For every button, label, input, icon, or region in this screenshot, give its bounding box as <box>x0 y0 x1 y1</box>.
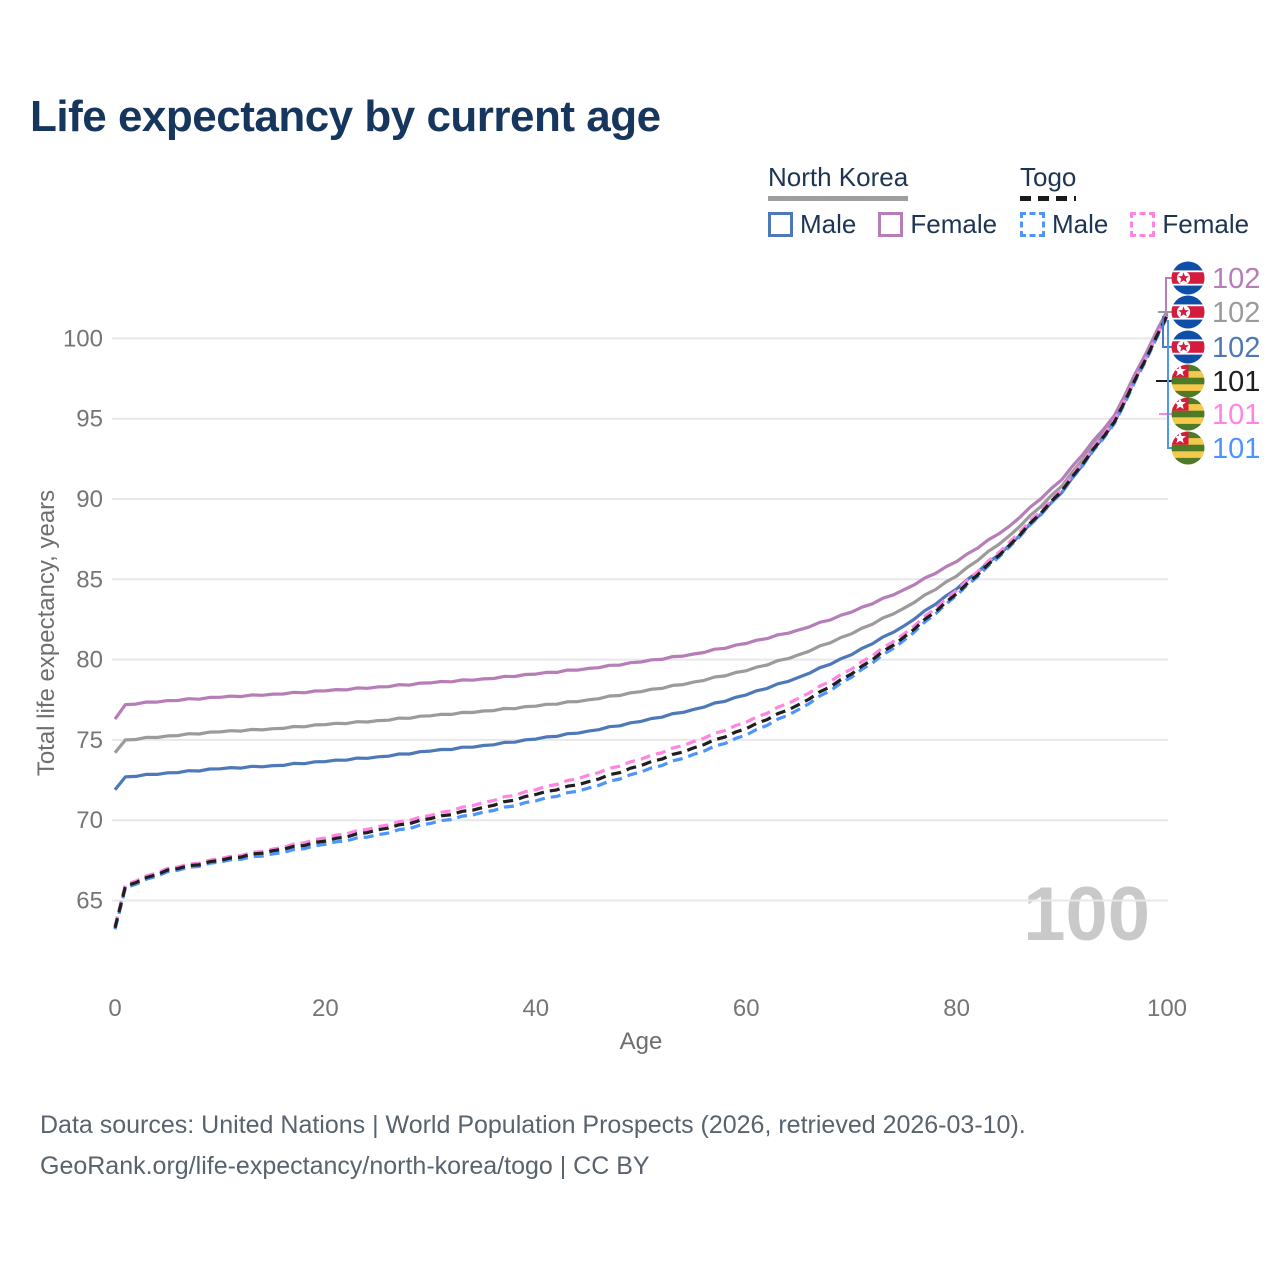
togo-underline <box>1020 196 1077 201</box>
legend-item-label: Female <box>1162 209 1250 239</box>
end-label-value: 102 <box>1212 332 1260 364</box>
series-line-nk-female <box>113 310 1169 720</box>
series-line-nk-male <box>113 313 1169 791</box>
north-korea-underline <box>768 196 909 201</box>
y-axis-tick: 95 <box>76 406 103 433</box>
y-axis-tick: 80 <box>76 647 103 674</box>
x-axis-tick: 40 <box>522 995 549 1022</box>
x-axis-tick: 100 <box>1147 995 1187 1022</box>
togo-female-swatch <box>1130 212 1156 237</box>
page-title: Life expectancy by current age <box>30 92 661 141</box>
end-label-value: 102 <box>1212 297 1260 329</box>
y-axis-tick: 70 <box>76 807 103 834</box>
legend-item-label: Male <box>1052 209 1109 239</box>
y-axis-tick: 90 <box>76 486 103 513</box>
x-axis-title: Age <box>619 1028 663 1055</box>
attribution-line: GeoRank.org/life-expectancy/north-korea/… <box>40 1152 650 1180</box>
togo-flag-icon <box>1171 431 1205 465</box>
x-axis-tick: 0 <box>108 995 121 1022</box>
x-axis-tick: 80 <box>943 995 970 1022</box>
legend-item-label: Female <box>910 209 998 239</box>
x-axis-tick: 60 <box>733 995 760 1022</box>
legend-item-togo-female[interactable]: Female <box>1130 209 1249 240</box>
legend-group-north-korea: North Korea Male Female <box>768 162 997 240</box>
end-label-value: 101 <box>1212 366 1260 398</box>
legend-item-north-korea-female[interactable]: Female <box>878 209 997 240</box>
north-korea-flag-icon <box>1171 330 1205 364</box>
legend-item-togo-male[interactable]: Male <box>1020 209 1108 240</box>
footer: Data sources: United Nations | World Pop… <box>40 1105 1026 1187</box>
gridlines-and-ticks: 65 70 75 80 85 90 95 100 0 20 40 60 80 100 <box>63 325 1187 1022</box>
legend-item-north-korea-male[interactable]: Male <box>768 209 856 240</box>
end-label-value: 101 <box>1212 399 1260 431</box>
legend-country-north-korea[interactable]: North Korea <box>768 162 909 201</box>
y-axis-tick: 75 <box>76 727 103 754</box>
north-korea-male-swatch <box>768 212 793 237</box>
y-axis-tick: 100 <box>63 325 103 352</box>
togo-male-swatch <box>1020 212 1045 237</box>
legend-country-north-korea-label: North Korea <box>768 162 909 192</box>
legend-country-togo-label: Togo <box>1020 162 1077 192</box>
x-axis-tick: 20 <box>312 995 339 1022</box>
series-line-togo-male <box>113 316 1169 930</box>
north-korea-female-swatch <box>878 212 904 237</box>
end-label-value: 101 <box>1212 433 1260 465</box>
series-line-nk-both <box>113 311 1169 754</box>
series-line-togo-both <box>113 315 1169 929</box>
series-line-togo-female <box>113 315 1169 927</box>
north-korea-flag-icon <box>1171 261 1205 295</box>
y-axis-title: Total life expectancy, years <box>33 489 60 777</box>
legend-group-togo: Togo Male Female <box>1020 162 1249 240</box>
togo-flag-icon <box>1171 397 1205 431</box>
y-axis-tick: 65 <box>76 888 103 915</box>
y-axis-tick: 85 <box>76 566 103 593</box>
north-korea-flag-icon <box>1171 295 1205 329</box>
end-label-connector <box>1167 320 1172 449</box>
series-lines <box>113 310 1169 930</box>
age-watermark: 100 <box>1023 872 1150 957</box>
legend-item-label: Male <box>800 209 857 239</box>
togo-flag-icon <box>1171 364 1205 398</box>
legend-country-togo[interactable]: Togo <box>1020 162 1077 201</box>
end-label-connector <box>1165 277 1172 313</box>
end-label-value: 102 <box>1212 263 1260 295</box>
data-sources-line: Data sources: United Nations | World Pop… <box>40 1111 1026 1139</box>
